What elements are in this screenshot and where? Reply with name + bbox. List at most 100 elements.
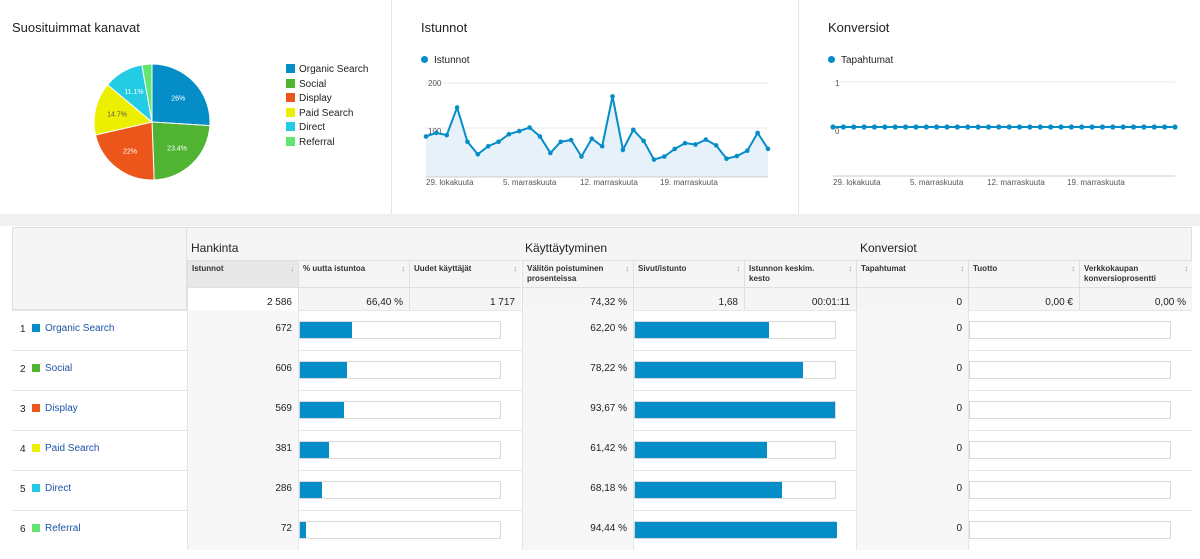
data-point[interactable] <box>944 124 950 130</box>
data-point[interactable] <box>713 143 719 148</box>
data-point[interactable] <box>923 124 929 130</box>
data-point[interactable] <box>620 147 626 153</box>
data-point[interactable] <box>861 124 867 130</box>
data-point[interactable] <box>1037 124 1043 130</box>
sort-icon[interactable]: ↕ <box>736 266 741 273</box>
sort-icon[interactable]: ↕ <box>625 266 630 273</box>
sort-icon[interactable]: ↕ <box>1071 266 1076 273</box>
column-header-pages[interactable]: Sivut/istunto ↕ <box>633 260 744 287</box>
data-point[interactable] <box>682 140 688 146</box>
data-point[interactable] <box>610 94 615 99</box>
data-point[interactable] <box>1099 124 1106 130</box>
pie-legend-item[interactable]: Organic Search <box>286 64 368 75</box>
data-point[interactable] <box>1141 124 1147 130</box>
data-point[interactable] <box>830 124 836 130</box>
data-point[interactable] <box>724 156 729 162</box>
data-point[interactable] <box>882 124 888 130</box>
sort-desc-icon[interactable]: ↓ <box>290 266 295 273</box>
data-point[interactable] <box>444 132 450 138</box>
pie-slice-organic-search[interactable] <box>151 63 211 127</box>
data-point[interactable] <box>651 157 657 162</box>
data-point[interactable] <box>485 143 491 149</box>
data-point[interactable] <box>985 124 992 130</box>
data-point[interactable] <box>1089 124 1095 130</box>
data-point[interactable] <box>892 124 898 130</box>
channel-link[interactable]: Social <box>32 363 72 374</box>
data-point[interactable] <box>755 130 760 136</box>
channel-link[interactable]: Referral <box>32 523 81 534</box>
data-point[interactable] <box>1162 124 1168 130</box>
sort-icon[interactable]: ↕ <box>513 266 518 273</box>
column-header-transactions[interactable]: Tapahtumat ↕ <box>856 260 968 287</box>
data-point[interactable] <box>672 146 678 152</box>
data-point[interactable] <box>975 124 981 130</box>
pie-legend-item[interactable]: Display <box>286 93 332 104</box>
data-point[interactable] <box>1006 124 1012 130</box>
pie-slice-social[interactable] <box>151 121 211 181</box>
data-point[interactable] <box>1151 124 1157 130</box>
data-point[interactable] <box>423 134 429 139</box>
data-point[interactable] <box>703 137 709 142</box>
column-header-bounce[interactable]: Välitön poistuminen prosenteissa ↕ <box>522 260 633 287</box>
data-point[interactable] <box>1079 124 1085 130</box>
pie-slice-display[interactable] <box>94 121 155 181</box>
data-point[interactable] <box>537 134 543 139</box>
data-point[interactable] <box>1058 124 1064 130</box>
sort-icon[interactable]: ↕ <box>1184 266 1189 273</box>
data-point[interactable] <box>579 154 584 159</box>
column-header-sessions[interactable]: Istunnot ↓ <box>187 260 298 287</box>
data-point[interactable] <box>558 139 564 145</box>
data-point[interactable] <box>465 139 470 145</box>
data-point[interactable] <box>1110 124 1116 130</box>
data-point[interactable] <box>1048 124 1054 130</box>
data-point[interactable] <box>1016 124 1023 130</box>
data-point[interactable] <box>475 151 481 157</box>
pie-legend-item[interactable]: Referral <box>286 136 335 148</box>
data-point[interactable] <box>765 146 771 152</box>
data-point[interactable] <box>1172 124 1178 130</box>
data-point[interactable] <box>851 124 857 130</box>
data-point[interactable] <box>734 153 740 159</box>
data-point[interactable] <box>641 138 646 144</box>
data-point[interactable] <box>902 124 909 130</box>
data-point[interactable] <box>693 142 698 147</box>
data-point[interactable] <box>954 124 960 130</box>
channel-link[interactable]: Organic Search <box>32 323 114 334</box>
pie-legend-item[interactable]: Direct <box>286 122 325 133</box>
data-point[interactable] <box>568 137 574 143</box>
data-point[interactable] <box>506 131 512 137</box>
data-point[interactable] <box>516 128 522 134</box>
data-point[interactable] <box>454 105 460 110</box>
data-point[interactable] <box>744 148 750 154</box>
data-point[interactable] <box>589 136 595 141</box>
data-point[interactable] <box>913 124 919 130</box>
column-header-revenue[interactable]: Tuotto ↕ <box>968 260 1079 287</box>
column-header-new-sessions[interactable]: % uutta istuntoa ↕ <box>298 260 409 287</box>
sort-icon[interactable]: ↕ <box>960 266 965 273</box>
column-header-ecommerce[interactable]: Verkkokaupan konversioprosentti ↕ <box>1079 260 1192 287</box>
data-point[interactable] <box>840 124 846 130</box>
data-point[interactable] <box>599 143 605 149</box>
channel-link[interactable]: Paid Search <box>32 443 99 454</box>
pie-legend-item[interactable]: Social <box>286 78 326 90</box>
data-point[interactable] <box>662 154 667 159</box>
sort-icon[interactable]: ↕ <box>401 266 406 273</box>
data-point[interactable] <box>434 130 439 136</box>
column-header-duration[interactable]: Istunnon keskim. kesto ↕ <box>744 260 856 287</box>
column-header-new-users[interactable]: Uudet käyttäjät ↕ <box>409 260 521 287</box>
pie-legend-item[interactable]: Paid Search <box>286 107 353 119</box>
data-point[interactable] <box>1120 124 1126 130</box>
data-point[interactable] <box>934 124 940 130</box>
data-point[interactable] <box>1068 124 1074 130</box>
data-point[interactable] <box>630 127 636 133</box>
data-point[interactable] <box>1027 124 1033 130</box>
sort-icon[interactable]: ↕ <box>848 266 853 273</box>
pie-slice-referral[interactable] <box>141 63 153 123</box>
data-point[interactable] <box>496 139 501 145</box>
pie-slice-paid-search[interactable] <box>93 84 154 136</box>
data-point[interactable] <box>527 125 532 130</box>
channel-link[interactable]: Direct <box>32 483 71 494</box>
data-point[interactable] <box>871 124 878 130</box>
data-point[interactable] <box>1130 124 1137 130</box>
channel-link[interactable]: Display <box>32 403 78 414</box>
